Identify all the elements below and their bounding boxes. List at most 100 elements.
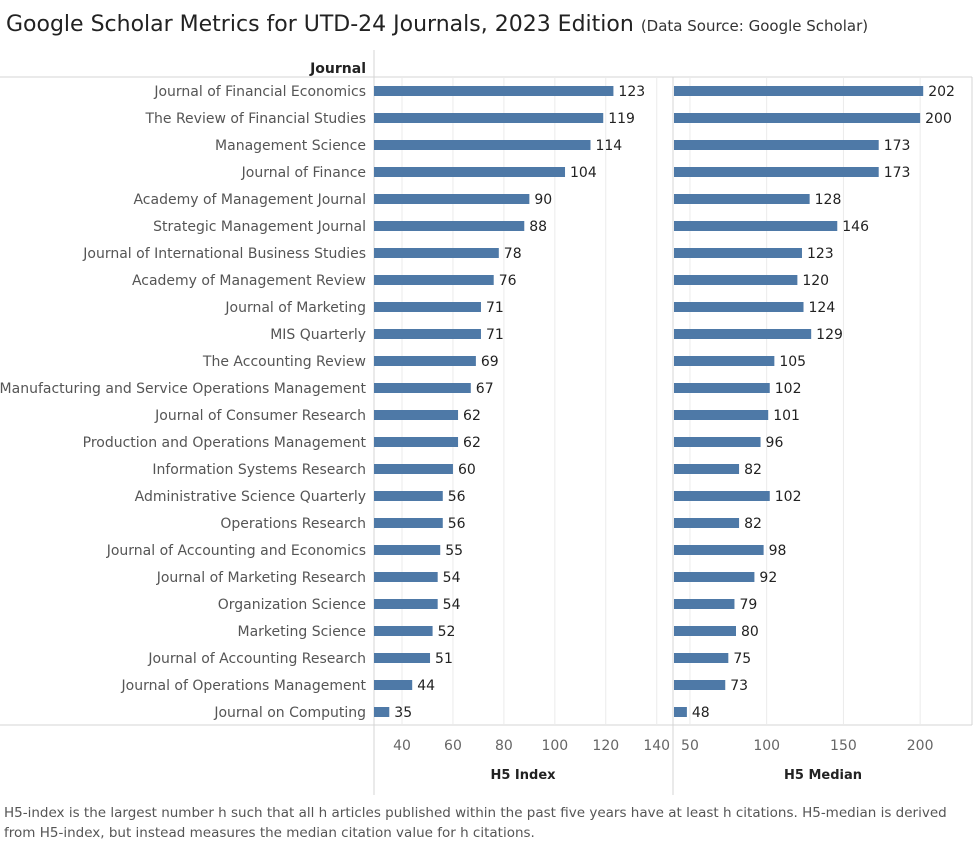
bar <box>674 626 736 636</box>
value-label: 73 <box>730 678 748 694</box>
bar <box>674 707 687 717</box>
journal-label: Operations Research <box>220 516 366 532</box>
value-label: 76 <box>499 273 517 289</box>
value-label: 123 <box>807 246 834 262</box>
bar <box>674 221 838 231</box>
journal-label: The Review of Financial Studies <box>144 111 366 127</box>
bar <box>374 599 438 609</box>
bar <box>374 572 438 582</box>
data-source: (Data Source: Google Scholar) <box>640 17 869 35</box>
journal-label: Journal of International Business Studie… <box>82 246 366 262</box>
value-label: 48 <box>692 705 710 721</box>
bar <box>374 140 591 150</box>
chart-title: Google Scholar Metrics for UTD-24 Journa… <box>6 12 868 37</box>
value-label: 200 <box>925 111 952 127</box>
journal-label: Journal on Computing <box>213 705 366 721</box>
journal-label: Strategic Management Journal <box>153 219 366 235</box>
value-label: 82 <box>744 462 762 478</box>
value-label: 56 <box>448 516 466 532</box>
tick-label: 150 <box>830 738 857 754</box>
value-label: 173 <box>884 165 911 181</box>
value-label: 128 <box>815 192 842 208</box>
bar-chart: Journal Journal of Financial Economics The… <box>0 50 973 795</box>
bar <box>374 356 476 366</box>
bar <box>374 329 481 339</box>
value-label: 78 <box>504 246 522 262</box>
value-label: 114 <box>595 138 622 154</box>
value-label: 52 <box>438 624 456 640</box>
value-label: 104 <box>570 165 597 181</box>
bar <box>374 221 525 231</box>
value-label: 101 <box>773 408 800 424</box>
value-label: 173 <box>884 138 911 154</box>
bar <box>374 194 530 204</box>
bar <box>374 410 459 420</box>
tick-label: 60 <box>444 738 462 754</box>
value-label: 62 <box>463 408 481 424</box>
tick-label: 100 <box>753 738 780 754</box>
bar <box>374 113 604 123</box>
bar <box>374 491 443 501</box>
journal-label: Journal of Marketing Research <box>156 570 366 586</box>
bar <box>374 167 566 177</box>
value-label: 82 <box>744 516 762 532</box>
bar <box>374 626 433 636</box>
journal-label: Academy of Management Journal <box>133 192 366 208</box>
bar <box>374 275 494 285</box>
value-label: 119 <box>608 111 635 127</box>
value-label: 80 <box>741 624 759 640</box>
value-label: 129 <box>816 327 843 343</box>
row-header: Journal <box>309 61 366 77</box>
tick-label: 200 <box>907 738 934 754</box>
value-label: 35 <box>394 705 412 721</box>
bar <box>374 518 443 528</box>
tick-label: 40 <box>393 738 411 754</box>
journal-label: Journal of Consumer Research <box>154 408 366 424</box>
value-label: 56 <box>448 489 466 505</box>
bar <box>374 653 431 663</box>
value-label: 60 <box>458 462 476 478</box>
axis-title: H5 Index <box>490 768 556 783</box>
tick-label: 80 <box>495 738 513 754</box>
journal-label: Organization Science <box>218 597 366 613</box>
value-label: 71 <box>486 300 504 316</box>
footnote: H5-index is the largest number h such th… <box>4 805 947 841</box>
bar <box>674 437 761 447</box>
bar <box>674 491 770 501</box>
journal-label: Academy of Management Review <box>132 273 366 289</box>
bar <box>674 680 726 690</box>
value-label: 88 <box>529 219 547 235</box>
value-label: 202 <box>928 84 955 100</box>
journal-label: Manufacturing and Service Operations Man… <box>0 381 367 397</box>
bar <box>374 383 471 393</box>
value-label: 98 <box>769 543 787 559</box>
bar <box>374 545 441 555</box>
journal-label: Production and Operations Management <box>83 435 367 451</box>
bar <box>674 653 729 663</box>
tick-label: 140 <box>643 738 670 754</box>
value-label: 51 <box>435 651 453 667</box>
bar <box>374 248 499 258</box>
bar <box>374 86 614 96</box>
value-label: 44 <box>417 678 435 694</box>
bar <box>674 329 812 339</box>
value-label: 71 <box>486 327 504 343</box>
journal-label: Journal of Finance <box>241 165 366 181</box>
value-label: 102 <box>775 381 802 397</box>
journal-label: MIS Quarterly <box>270 327 366 343</box>
value-label: 90 <box>534 192 552 208</box>
journal-label: Journal of Marketing <box>224 300 366 316</box>
value-label: 120 <box>802 273 829 289</box>
journal-label: Journal of Accounting Research <box>147 651 366 667</box>
tick-label: 120 <box>592 738 619 754</box>
value-label: 123 <box>618 84 645 100</box>
bar <box>374 437 459 447</box>
bar <box>674 410 769 420</box>
journal-label: Journal of Financial Economics <box>153 84 366 100</box>
value-label: 69 <box>481 354 499 370</box>
bar <box>674 140 879 150</box>
bar <box>374 680 413 690</box>
bar <box>674 518 740 528</box>
bar <box>674 167 879 177</box>
